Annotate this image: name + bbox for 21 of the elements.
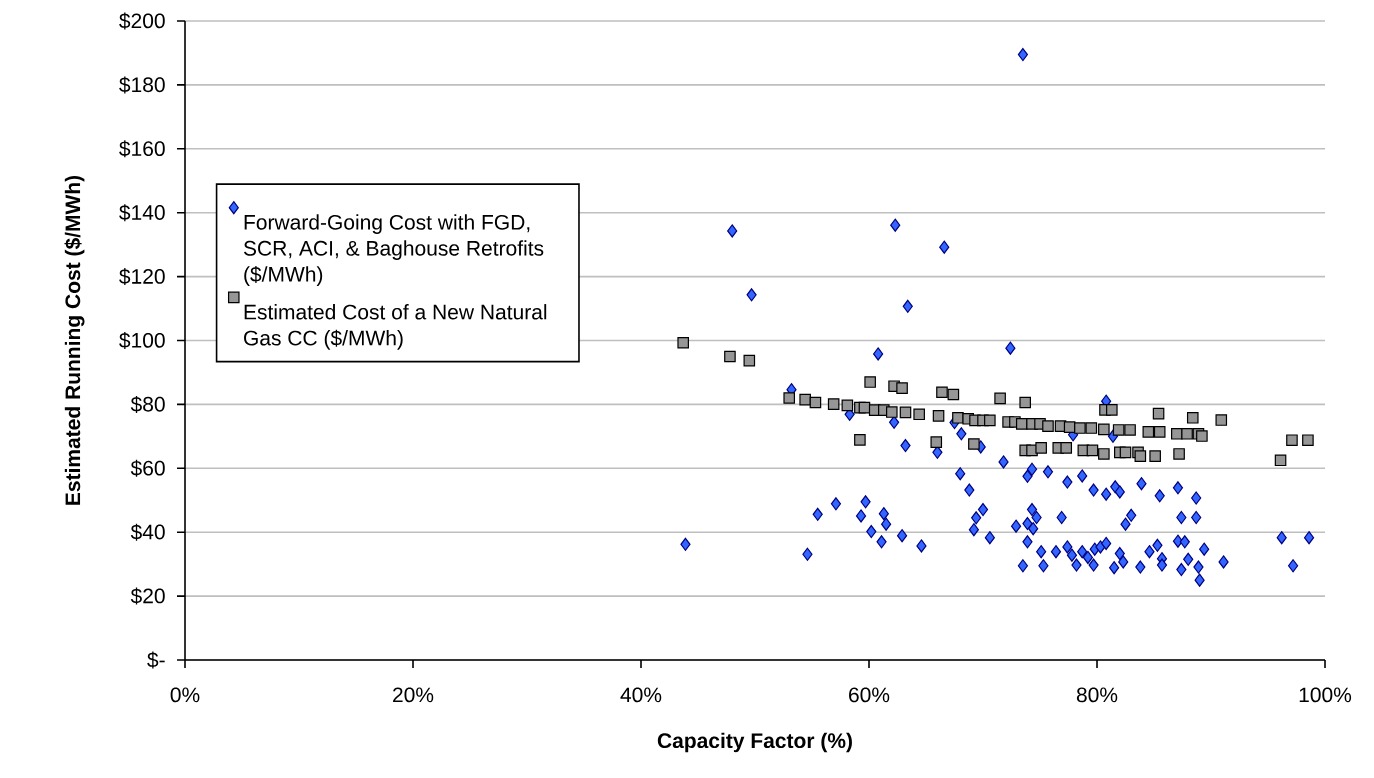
y-tick-label: $120 xyxy=(119,268,165,286)
y-tick-label: $60 xyxy=(130,459,165,477)
x-tick-label: 40% xyxy=(620,687,662,703)
x-tick-label: 80% xyxy=(1076,687,1118,703)
x-tick-label: 60% xyxy=(849,687,890,703)
x-tick-label: 100% xyxy=(1299,687,1352,703)
y-tick-label: $100 xyxy=(119,332,165,349)
x-tick-label: 20% xyxy=(393,687,434,703)
y-tick-label: $160 xyxy=(119,140,165,158)
y-tick-label: $40 xyxy=(130,523,165,541)
y-tick-label: $20 xyxy=(130,587,165,605)
legend-label: Forward-Going Cost with FGD, SCR, ACI, & Baghouse Retrofits ($/MWh) xyxy=(243,214,544,286)
y-tick-label: $- xyxy=(147,651,165,669)
y-axis-title: Estimated Running Cost ($/MWh) xyxy=(64,175,85,505)
x-tick-label: 0% xyxy=(170,687,200,703)
y-tick-label: $80 xyxy=(130,395,165,413)
x-axis-title: Capacity Factor (%) xyxy=(657,732,852,753)
legend-label: Estimated Cost of a New Natural Gas CC ($/MWh) xyxy=(244,304,547,350)
y-tick-label: $180 xyxy=(119,76,165,94)
y-tick-label: $200 xyxy=(119,12,165,30)
y-tick-label: $140 xyxy=(119,204,165,222)
